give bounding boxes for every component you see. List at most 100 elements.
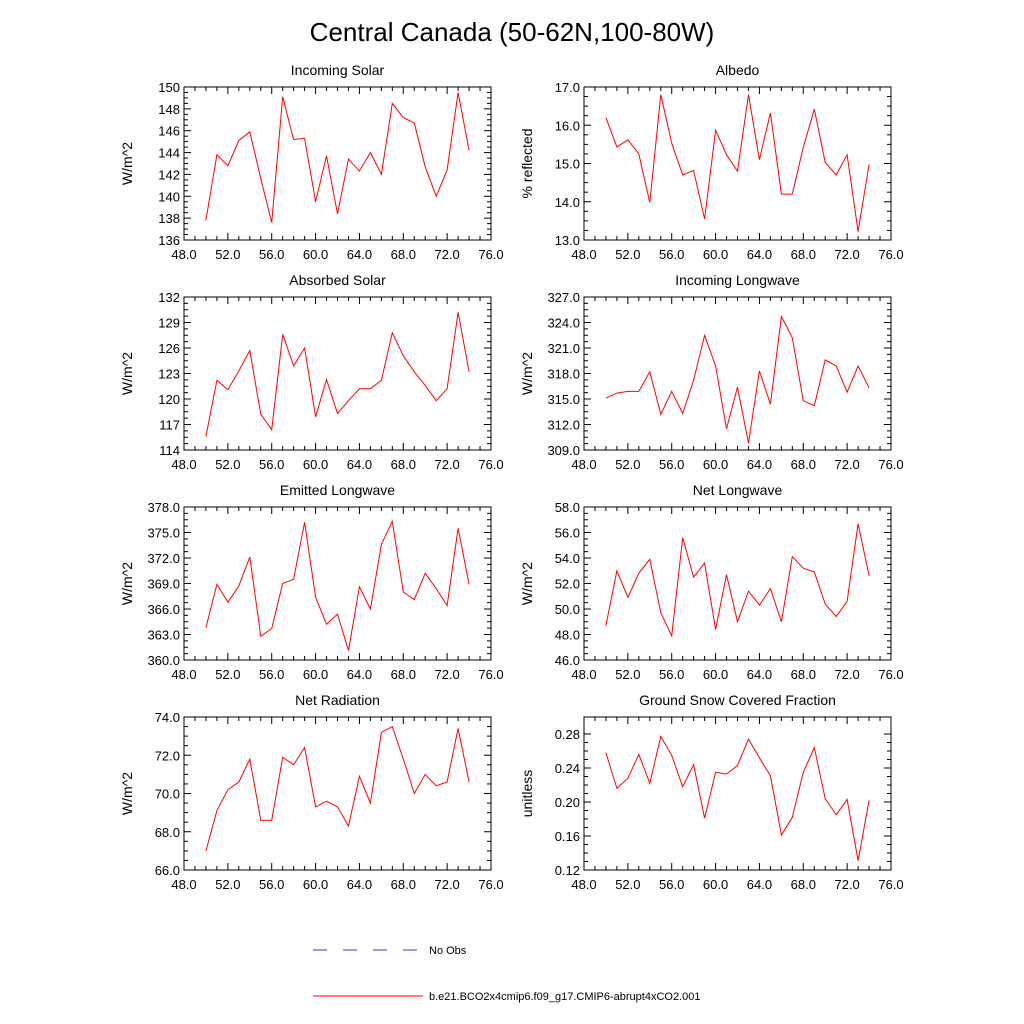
series-line [205,519,470,651]
x-tick-label: 52.0 [215,457,240,472]
y-tick-label: 0.20 [555,795,580,810]
y-tick-label: 366.0 [147,602,180,617]
x-tick-label: 76.0 [878,247,903,262]
x-tick-label: 64.0 [747,667,772,682]
x-tick-label: 72.0 [834,247,859,262]
x-tick-label: 52.0 [215,247,240,262]
x-tick-label: 48.0 [171,877,196,892]
y-tick-label: 146 [158,124,180,139]
x-tick-label: 52.0 [615,667,640,682]
plot-frame [183,86,492,241]
series-line [205,92,470,223]
y-tick-label: 74.0 [155,710,180,725]
y-tick-label: 315.0 [547,392,580,407]
y-tick-label: 48.0 [555,628,580,643]
x-tick-label: 64.0 [747,877,772,892]
y-tick-label: 144 [158,146,180,161]
x-tick-label: 60.0 [703,667,728,682]
panel-title: Incoming Solar [291,62,385,78]
y-tick-label: 16.0 [555,118,580,133]
panel-grid: Incoming Solar W/m^2 48.0 52.0 56.0 60.0 64.0 6… [119,62,904,892]
x-tick-label: 76.0 [478,457,503,472]
legend-obs-label: No Obs [429,945,467,957]
x-tick-label: 60.0 [303,247,328,262]
y-tick-label: 360.0 [147,653,180,668]
panel-2: Albedo % reflected 48.0 52.0 56.0 60.0 64.0 68.… [519,62,904,262]
panel-7: Net Radiation W/m^2 48.0 52.0 56.0 60.0 64.0 68… [119,692,504,892]
x-tick-label: 56.0 [259,667,284,682]
plot-frame [183,716,492,871]
x-tick-label: 68.0 [391,877,416,892]
y-tick-label: 52.0 [555,577,580,592]
panel-4: Incoming Longwave W/m^2 48.0 52.0 56.0 60.0 64… [519,272,904,472]
panel-1: Incoming Solar W/m^2 48.0 52.0 56.0 60.0 64.0 6… [119,62,504,262]
x-tick-label: 48.0 [171,247,196,262]
y-tick-label: 312.0 [547,418,580,433]
y-tick-label: 327.0 [547,290,580,305]
y-tick-label: 0.28 [555,727,580,742]
y-tick-label: 0.24 [555,761,580,776]
y-axis-label: unitless [519,770,535,817]
x-tick-label: 60.0 [303,877,328,892]
x-tick-label: 52.0 [215,877,240,892]
panel-title: Incoming Longwave [675,272,800,288]
x-tick-label: 72.0 [834,877,859,892]
legend-model-label: b.e21.BCO2x4cmip6.f09_g17.CMIP6-abrupt4x… [429,991,701,1003]
y-tick-label: 58.0 [555,500,580,515]
y-tick-label: 309.0 [547,443,580,458]
y-tick-label: 136 [158,233,180,248]
x-tick-label: 72.0 [434,667,459,682]
x-tick-label: 76.0 [878,667,903,682]
y-tick-label: 66.0 [155,863,180,878]
x-tick-label: 56.0 [659,877,684,892]
y-tick-label: 321.0 [547,341,580,356]
x-tick-label: 68.0 [791,667,816,682]
x-tick-label: 52.0 [215,667,240,682]
y-tick-label: 123 [158,367,180,382]
x-tick-label: 64.0 [347,667,372,682]
x-tick-label: 48.0 [571,247,596,262]
series-line [205,312,470,437]
x-tick-label: 56.0 [659,247,684,262]
plot-frame [583,296,892,451]
y-tick-label: 324.0 [547,316,580,331]
x-tick-label: 68.0 [391,457,416,472]
x-tick-label: 72.0 [434,457,459,472]
plot-frame [583,86,892,241]
y-tick-label: 372.0 [147,551,180,566]
y-tick-label: 13.0 [555,233,580,248]
x-tick-label: 56.0 [659,457,684,472]
panel-title: Net Radiation [295,692,380,708]
x-tick-label: 48.0 [171,457,196,472]
plot-frame [583,506,892,661]
plot-frame [583,716,892,871]
y-tick-label: 142 [158,167,180,182]
x-tick-label: 64.0 [747,457,772,472]
x-tick-label: 72.0 [834,667,859,682]
y-tick-label: 50.0 [555,602,580,617]
y-tick-label: 70.0 [155,787,180,802]
x-tick-label: 56.0 [259,247,284,262]
y-axis-label: W/m^2 [119,772,135,815]
x-tick-label: 48.0 [571,877,596,892]
x-tick-label: 64.0 [347,877,372,892]
plot-frame [183,296,492,451]
x-tick-label: 76.0 [478,877,503,892]
x-tick-label: 68.0 [791,877,816,892]
series-line [605,94,870,232]
x-tick-label: 48.0 [171,667,196,682]
x-tick-label: 76.0 [878,877,903,892]
panel-title: Net Longwave [693,482,783,498]
figure-title: Central Canada (50-62N,100-80W) [310,17,715,47]
y-tick-label: 0.16 [555,829,580,844]
y-tick-label: 140 [158,189,180,204]
series-line [605,735,870,861]
y-axis-label: W/m^2 [119,142,135,185]
series-line [605,523,870,638]
y-tick-label: 54.0 [555,551,580,566]
x-tick-label: 56.0 [259,457,284,472]
panel-title: Ground Snow Covered Fraction [639,692,836,708]
y-tick-label: 126 [158,341,180,356]
x-tick-label: 56.0 [659,667,684,682]
x-tick-label: 60.0 [703,457,728,472]
